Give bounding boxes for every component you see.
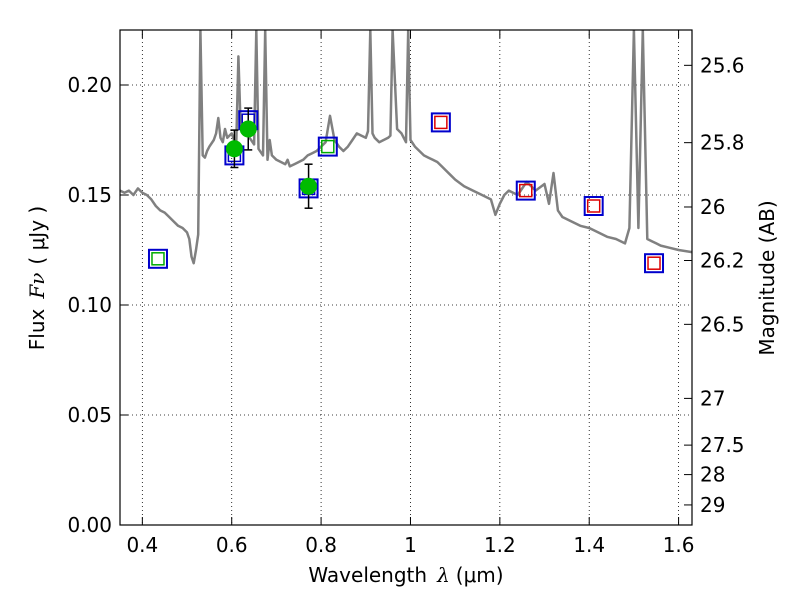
y-axis-label-right: Magnitude (AB) [755, 200, 779, 355]
observed-point [225, 140, 243, 158]
filter-point-outer [515, 180, 536, 201]
y-tick-label-right: 29 [700, 493, 725, 517]
y-tick-label: 0.05 [67, 403, 112, 427]
y-tick-label-right: 25.6 [700, 53, 745, 77]
y-tick-label: 0.20 [67, 73, 112, 97]
x-tick-label: 1 [404, 533, 417, 557]
model-sed-line [120, 30, 692, 265]
y-tick-label-right: 26.2 [700, 248, 745, 272]
y-tick-label: 0.15 [67, 183, 112, 207]
y-tick-label-right: 28 [700, 463, 725, 487]
x-tick-label: 0.6 [216, 533, 248, 557]
filter-point-inner [586, 199, 601, 213]
photometry-layer [147, 107, 665, 274]
filter-point-outer [147, 248, 168, 269]
filter-point-inner [151, 252, 165, 266]
observed-point [300, 177, 318, 195]
x-tick-label: 1.6 [663, 533, 695, 557]
y-axis-label: FluxFν( μJy ) [25, 206, 49, 350]
filter-point-inner [647, 256, 661, 270]
filter-point-outer [317, 136, 338, 157]
y-tick-label: 0.00 [67, 513, 112, 537]
y-tick-label-right: 26.5 [700, 312, 745, 336]
model-sed-layer [120, 30, 692, 265]
filter-point-inner [321, 139, 335, 154]
y-tick-label: 0.10 [67, 293, 112, 317]
y-tick-label-right: 27 [700, 386, 725, 410]
x-tick-label: 0.8 [305, 533, 337, 557]
filter-point-outer [430, 112, 451, 133]
y-tick-label-right: 27.5 [700, 433, 745, 457]
axis-ticks: 0.4 0.6 0.8 1 1.2 1.4 1.6 0.00 0.05 0.10 0.15 0.20 2… [67, 30, 745, 557]
x-tick-label: 0.4 [126, 533, 158, 557]
plot-frame [119, 29, 693, 526]
filter-point-inner [519, 183, 533, 198]
y-tick-label-right: 25.8 [700, 131, 745, 155]
y-tick-label-right: 26 [700, 195, 725, 219]
x-tick-label: 1.4 [573, 533, 605, 557]
filter-point-outer [583, 196, 604, 216]
observed-point [239, 120, 257, 138]
filter-point-outer [644, 253, 665, 274]
x-tick-label: 1.2 [484, 533, 516, 557]
filter-point-inner [434, 115, 448, 130]
x-axis-label: Wavelength λ (μm) [308, 563, 503, 587]
